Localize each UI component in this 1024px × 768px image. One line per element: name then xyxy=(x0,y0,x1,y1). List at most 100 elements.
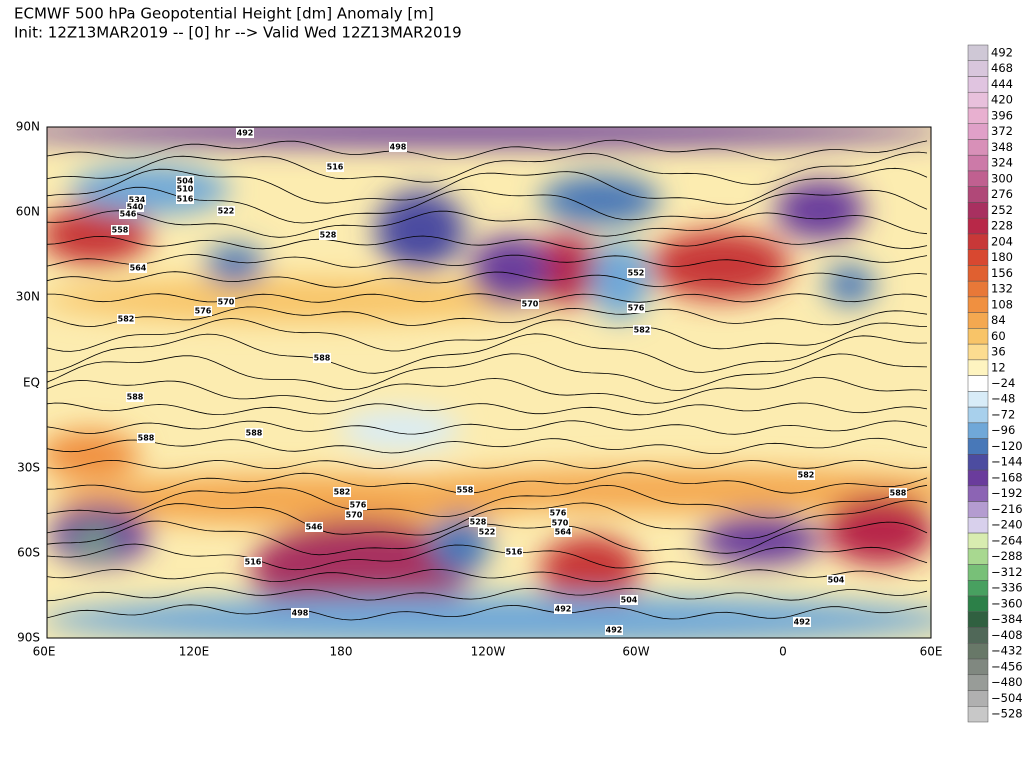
colorbar-label: 444 xyxy=(991,77,1013,91)
height-contour xyxy=(47,472,928,494)
colorbar-label: 372 xyxy=(991,124,1013,138)
contour-label-bg xyxy=(889,488,907,498)
contour-label-bg xyxy=(554,527,572,537)
colorbar-label: −504 xyxy=(991,691,1023,705)
lon-label: 120W xyxy=(471,645,506,659)
colorbar-box xyxy=(967,217,989,235)
lat-label: 30S xyxy=(17,461,40,475)
contour-label: 492 xyxy=(237,129,254,138)
colorbar-box xyxy=(967,296,989,313)
height-contour xyxy=(47,151,928,185)
contour-label-bg xyxy=(554,604,572,614)
anomaly-region xyxy=(825,495,931,565)
contour-label-bg xyxy=(389,142,407,152)
colorbar-label: −432 xyxy=(991,644,1023,658)
contour-label-bg xyxy=(126,392,144,402)
contour-label-bg xyxy=(117,314,135,324)
contour-label-bg xyxy=(633,325,651,335)
contour-label-bg xyxy=(333,487,351,497)
anomaly-region xyxy=(50,475,550,525)
colorbar-box xyxy=(967,154,989,172)
colorbar-label: 396 xyxy=(991,108,1013,122)
lon-label: 60E xyxy=(920,645,943,659)
height-contour xyxy=(47,377,928,404)
contour-label: 552 xyxy=(628,269,645,278)
contour-label: 576 xyxy=(350,501,367,510)
colorbar-box xyxy=(967,580,989,597)
colorbar-box xyxy=(967,44,989,61)
colorbar-label: −360 xyxy=(991,596,1023,610)
contour-label: 492 xyxy=(555,605,572,614)
colorbar-box xyxy=(967,548,989,565)
contour-label: 588 xyxy=(314,354,331,363)
colorbar-box xyxy=(967,564,989,581)
colorbar-box xyxy=(967,76,989,93)
contour-label: 516 xyxy=(177,195,194,204)
colorbar-box xyxy=(967,501,989,518)
anomaly-region xyxy=(470,235,550,305)
height-contour xyxy=(47,437,928,454)
contour-label: 504 xyxy=(177,177,194,186)
contour-label-bg xyxy=(551,518,569,528)
contour-label: 504 xyxy=(828,576,845,585)
height-contour xyxy=(47,271,928,288)
contour-label-bg xyxy=(126,202,144,212)
anomaly-region xyxy=(375,190,465,270)
contour-label: 498 xyxy=(292,609,309,618)
contour-label: 570 xyxy=(346,511,363,520)
colorbar-box xyxy=(967,312,989,329)
colorbar-box xyxy=(967,406,989,424)
contour-label: 546 xyxy=(306,523,323,532)
colorbar-box xyxy=(967,438,989,455)
anomaly-region xyxy=(540,175,660,225)
colorbar-box xyxy=(967,123,989,140)
colorbar-box xyxy=(967,674,989,691)
contour-label-bg xyxy=(827,575,845,585)
colorbar-label: 204 xyxy=(991,234,1013,248)
contour-label-bg xyxy=(137,433,155,443)
lat-label: 30N xyxy=(16,290,40,304)
colorbar-box xyxy=(967,359,989,376)
height-contour xyxy=(47,318,928,352)
contour-label: 588 xyxy=(890,489,907,498)
colorbar-box xyxy=(967,139,989,156)
contour-label: 558 xyxy=(457,486,474,495)
anomaly-region xyxy=(650,230,790,300)
colorbar-label: −384 xyxy=(991,612,1023,626)
contour-label-bg xyxy=(345,510,363,520)
colorbar-label: 108 xyxy=(991,297,1013,311)
contour-label-bg xyxy=(319,230,337,240)
contour-label: 528 xyxy=(470,518,487,527)
lat-label: 60N xyxy=(16,205,40,219)
colorbar-label: 36 xyxy=(991,345,1006,359)
contour-label-bg xyxy=(176,194,194,204)
colorbar-label: 324 xyxy=(991,156,1013,170)
contour-label-bg xyxy=(176,176,194,186)
height-contour xyxy=(47,484,928,519)
colorbar-label: −120 xyxy=(991,439,1023,453)
colorbar-label: 132 xyxy=(991,282,1013,296)
contour-label: 570 xyxy=(522,300,539,309)
colorbar-label: −264 xyxy=(991,533,1023,547)
colorbar-box xyxy=(967,202,989,219)
height-contour xyxy=(47,420,928,435)
colorbar-label: −24 xyxy=(991,376,1015,390)
contour-label: 582 xyxy=(334,488,351,497)
colorbar-box xyxy=(967,328,989,345)
contour-label-bg xyxy=(194,306,212,316)
colorbar-box xyxy=(967,249,989,266)
colorbar-label: 228 xyxy=(991,219,1013,233)
colorbar-box xyxy=(967,170,989,187)
colorbar-box xyxy=(967,643,989,660)
contour-label: 510 xyxy=(177,185,194,194)
colorbar-label: −240 xyxy=(991,518,1023,532)
colorbar-box xyxy=(967,60,989,77)
height-contour xyxy=(47,139,928,161)
colorbar-label: 492 xyxy=(991,45,1013,59)
colorbar-label: −336 xyxy=(991,581,1023,595)
contour-label: 534 xyxy=(129,196,146,205)
colorbar-label: 180 xyxy=(991,250,1013,264)
colorbar-label: −408 xyxy=(991,628,1023,642)
contour-label-bg xyxy=(456,485,474,495)
anomaly-region xyxy=(700,515,820,565)
